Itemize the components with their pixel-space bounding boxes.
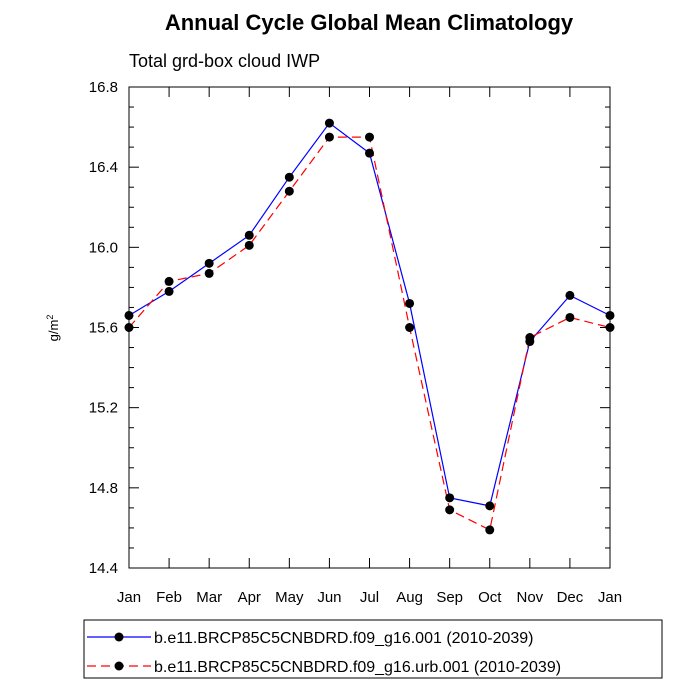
legend-box [83, 619, 663, 679]
x-tick-label: Jan [598, 589, 622, 606]
x-tick-label: Jan [117, 589, 141, 606]
x-tick-label: Sep [436, 589, 463, 606]
x-tick-label: Jul [360, 589, 379, 606]
series-1-point [284, 172, 294, 182]
legend: b.e11.BRCP85C5CNBDRD.f09_g16.001 (2010-2… [87, 630, 561, 676]
x-tick-label: Aug [396, 589, 423, 606]
series-2-point [485, 525, 495, 535]
series-1-point [124, 310, 134, 320]
series-2-point [405, 323, 415, 332]
x-tick-label: Feb [156, 589, 182, 606]
x-tick-label: Apr [238, 589, 261, 606]
series-1-point [445, 493, 455, 503]
series-1-point [605, 310, 615, 320]
y-axis-label: g/m2 [45, 315, 61, 342]
series-2-point [525, 333, 535, 343]
series-2-point [124, 323, 134, 332]
series-1-point [164, 286, 174, 296]
series-1-point [365, 148, 374, 158]
y-tick-label: 15.2 [89, 400, 118, 417]
series-2-point [164, 276, 174, 286]
x-tick-label: Mar [196, 589, 222, 606]
chart-subtitle: Total grd-box cloud IWP [129, 51, 320, 71]
series-line-2 [128, 136, 611, 531]
x-axis: Jan Feb Mar Apr May Jun Jul Aug Sep Oct Nov Dec Jan [117, 87, 622, 606]
y-tick-label: 16.8 [89, 79, 118, 96]
series-2-point [204, 268, 214, 278]
series-2-point [565, 312, 575, 322]
series-2-point [324, 132, 334, 142]
legend-marker-1 [114, 632, 124, 642]
series-1-point [405, 298, 415, 308]
x-tick-label: Oct [478, 589, 502, 606]
y-tick-label: 16.4 [89, 159, 118, 176]
series-1-point [244, 230, 254, 240]
y-tick-label: 14.4 [89, 560, 118, 577]
y-tick-label: 16.0 [89, 239, 118, 256]
series-layer [124, 118, 615, 535]
chart-title: Annual Cycle Global Mean Climatology [165, 10, 574, 35]
series-1-point [565, 290, 575, 300]
plot-frame [128, 86, 611, 569]
x-tick-label: Nov [516, 589, 543, 606]
x-tick-label: May [275, 589, 304, 606]
legend-marker-2 [114, 661, 124, 671]
y-axis-label-superscript: 2 [45, 315, 55, 320]
x-tick-label: Jun [317, 589, 341, 606]
legend-label-1: b.e11.BRCP85C5CNBDRD.f09_g16.001 (2010-2… [154, 630, 533, 647]
series-2-point [605, 323, 615, 332]
y-axis-label-text: g/m [46, 320, 61, 342]
series-2-point [365, 132, 374, 142]
legend-label-2: b.e11.BRCP85C5CNBDRD.f09_g16.urb.001 (20… [154, 659, 561, 676]
x-tick-label: Dec [557, 589, 584, 606]
series-1-point [485, 501, 495, 511]
y-tick-label: 14.8 [89, 480, 118, 497]
series-2-point [445, 505, 455, 515]
series-2-point [244, 240, 254, 250]
series-1-point [324, 118, 334, 128]
y-axis: 14.4 14.8 15.2 15.6 16.0 16.4 16.8 [89, 79, 610, 577]
y-tick-label: 15.6 [89, 320, 118, 337]
series-line-1 [128, 122, 611, 507]
series-2-point [284, 186, 294, 196]
series-1-point [204, 258, 214, 268]
